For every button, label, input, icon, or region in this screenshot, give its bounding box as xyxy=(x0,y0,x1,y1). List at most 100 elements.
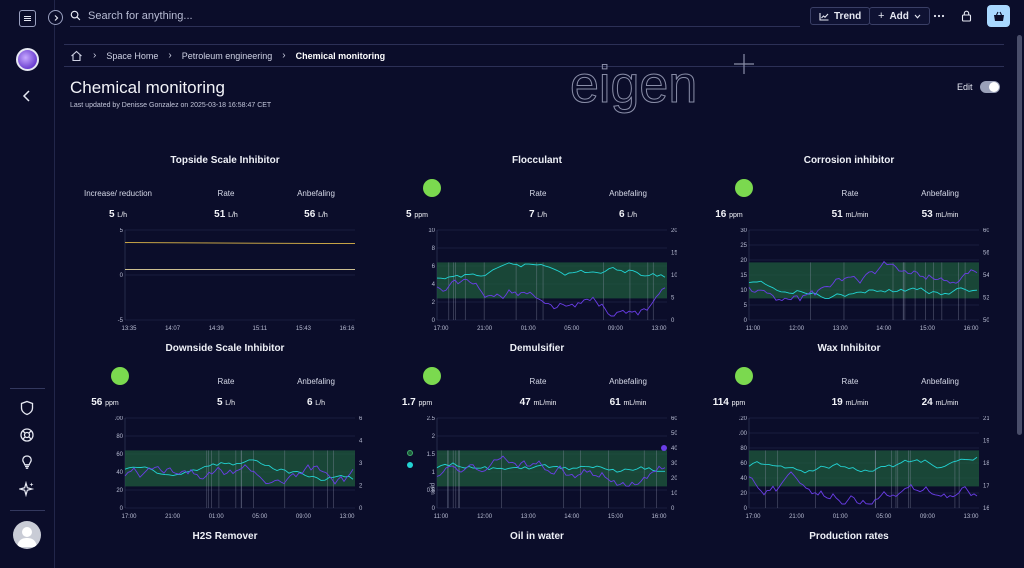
x-tick-label: 05:00 xyxy=(252,514,268,520)
series-line-increase xyxy=(124,242,356,245)
status-indicator xyxy=(111,367,129,385)
shield-icon[interactable] xyxy=(19,400,35,416)
metric-unit: mL/min xyxy=(533,400,557,407)
sparkles-icon[interactable] xyxy=(19,481,35,497)
metric-value: 1.7 ppm xyxy=(372,397,462,408)
metric-number: 5 xyxy=(108,209,115,220)
y-tick-label: 2 xyxy=(432,300,436,306)
chevron-down-icon xyxy=(914,14,921,19)
x-tick-label: 11:00 xyxy=(434,514,449,520)
series-line-concentration xyxy=(748,456,978,474)
y-tick-label: 30 xyxy=(740,228,747,234)
metric-label: Rate xyxy=(841,377,859,386)
add-button[interactable]: + Add xyxy=(869,7,930,25)
trend-chart[interactable]: 1008060402006432017:0021:0001:0005:0009:… xyxy=(115,416,365,524)
y-tick-label: 0.5 xyxy=(427,488,436,494)
search-input[interactable] xyxy=(88,9,688,22)
trend-button[interactable]: Trend xyxy=(810,7,871,25)
edit-toggle[interactable] xyxy=(980,81,1000,93)
chevron-left-icon[interactable] xyxy=(19,88,35,104)
metric-unit: L/h xyxy=(537,212,548,219)
lock-icon[interactable] xyxy=(959,9,973,23)
metric-unit: L/h xyxy=(228,212,238,219)
metric-number: 16 xyxy=(715,209,727,220)
x-tick-label: 09:00 xyxy=(920,514,936,520)
y-tick-label: 0 xyxy=(120,273,124,279)
page-scrollbar[interactable] xyxy=(1017,35,1022,435)
metric-value: 51 L/h xyxy=(181,209,271,220)
lifebuoy-icon[interactable] xyxy=(19,427,35,443)
metric-number: 7 xyxy=(528,209,535,220)
x-tick-label: 16:00 xyxy=(963,326,979,332)
expand-sidebar-button[interactable] xyxy=(48,10,63,25)
status-indicator xyxy=(423,179,441,197)
series-line-rate xyxy=(748,471,978,505)
trend-button-label: Trend xyxy=(834,10,862,22)
y-tick-label: 60 xyxy=(116,452,123,458)
breadcrumb-separator-icon: › xyxy=(168,50,172,61)
legend-dot-concentration xyxy=(407,462,413,468)
x-tick-label: 13:00 xyxy=(833,326,849,332)
x-tick-label: 21:00 xyxy=(789,514,805,520)
breadcrumb-item-space-home[interactable]: Space Home xyxy=(106,50,159,61)
metric-value: 56 L/h xyxy=(271,209,361,220)
trend-chart-icon xyxy=(819,12,829,21)
breadcrumb: › Space Home › Petroleum engineering › C… xyxy=(64,44,1004,67)
menu-icon[interactable] xyxy=(19,10,36,27)
metric-number: 5 xyxy=(406,209,412,220)
metric-number: 51 xyxy=(831,209,843,220)
metric-label: Anbefaling xyxy=(921,377,959,386)
metric-unit: mL/min xyxy=(845,212,869,219)
panel-title: Corrosion inhibitor xyxy=(803,155,895,166)
metric-number: 6 xyxy=(618,209,625,220)
more-options-icon[interactable] xyxy=(932,9,946,23)
breadcrumb-item-petroleum-engineering[interactable]: Petroleum engineering xyxy=(181,50,273,61)
y-tick-label: 60 xyxy=(740,461,747,467)
metric-number: 56 xyxy=(91,397,103,408)
target-band xyxy=(125,450,355,487)
y2-tick-label: 54 xyxy=(983,273,989,279)
metric-number: 114 xyxy=(712,397,729,408)
y-tick-label: 0 xyxy=(744,318,748,324)
metric-label: Rate xyxy=(217,189,235,198)
y2-tick-label: 18 xyxy=(983,461,989,467)
home-icon[interactable] xyxy=(70,50,83,62)
user-avatar[interactable] xyxy=(13,521,41,549)
x-tick-label: 14:07 xyxy=(165,326,181,332)
metric-unit: L/h xyxy=(627,212,638,219)
breadcrumb-separator-icon: › xyxy=(93,50,97,61)
metric-label: Rate xyxy=(841,189,859,198)
trend-chart[interactable]: 120 100 80 60 40 20 0 21 19 18 17 16 17:00 21:00 01:00… xyxy=(739,416,989,524)
metric-number: 56 xyxy=(304,209,316,220)
edit-label: Edit xyxy=(957,82,973,92)
y-tick-label: 2 xyxy=(432,434,436,440)
metric-value: 7 L/h xyxy=(493,209,583,220)
metric-number: 6 xyxy=(306,397,313,408)
basket-button[interactable] xyxy=(987,5,1010,27)
y-tick-label: 0 xyxy=(120,506,124,512)
lightbulb-icon[interactable] xyxy=(19,454,35,470)
space-avatar[interactable] xyxy=(16,48,39,71)
x-tick-label: 13:35 xyxy=(121,326,137,332)
y2-tick-label: 3 xyxy=(359,461,363,467)
panel-title-oil-in-water: Oil in water xyxy=(510,531,564,542)
metric-label: Anbefaling xyxy=(921,189,959,198)
metric-label: Anbefaling xyxy=(609,377,647,386)
person-icon xyxy=(17,527,37,547)
status-indicator xyxy=(735,179,753,197)
y2-tick-label: 5 xyxy=(671,296,675,302)
x-tick-label: 12:00 xyxy=(477,514,493,520)
trend-chart[interactable]: 2.5 2 1.5 1 0.5 0 60 50 40 30 20 10 0 11:00 12:00 13:00… xyxy=(427,416,677,524)
y-tick-label: 25 xyxy=(740,243,747,249)
metric-value: 19 mL/min xyxy=(805,397,895,408)
x-tick-label: 09:00 xyxy=(608,326,624,332)
y-tick-label: 1 xyxy=(432,470,436,476)
metric-unit: L/h xyxy=(318,212,328,219)
metric-number: 5 xyxy=(216,397,223,408)
y-tick-label: 0 xyxy=(744,506,748,512)
metric-unit: ppm xyxy=(105,400,119,407)
trend-chart[interactable]: 5 0 -5 13:35 14:07 14:39 15:11 15:43 16:16 xyxy=(115,228,365,336)
metric-value: 114 ppm xyxy=(684,397,774,408)
